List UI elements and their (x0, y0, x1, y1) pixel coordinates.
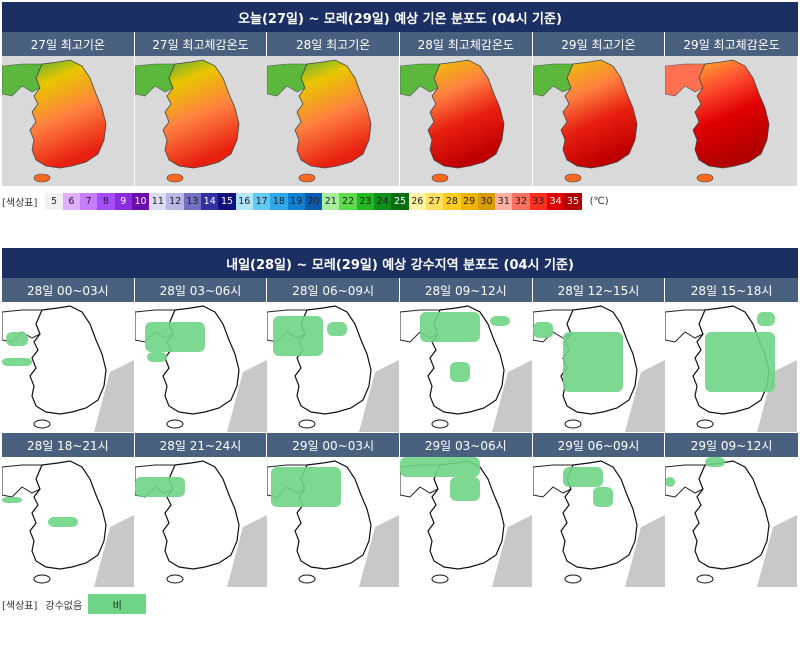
legend-swatch: 20 (304, 193, 323, 210)
temp-panel: 27일 최고체감온도 (134, 32, 268, 186)
legend-swatch: 16 (235, 193, 253, 210)
legend-swatch: 10 (131, 193, 150, 210)
rain-panel: 28일 18~21시 (2, 433, 135, 587)
legend-swatch: 13 (183, 193, 202, 210)
temp-panel: 29일 최고체감온도 (665, 32, 798, 186)
rain-map (665, 457, 798, 587)
legend-swatch: 29 (460, 193, 478, 210)
rain-swatch: 비 (88, 594, 147, 614)
legend-swatch: 8 (97, 193, 115, 210)
rain-map (532, 457, 665, 587)
temp-map (267, 56, 400, 186)
panel-label: 29일 최고체감온도 (665, 32, 798, 56)
temp-map (134, 56, 267, 186)
temp-map (399, 56, 532, 186)
legend-swatch: 21 (322, 193, 340, 210)
rain-map (399, 457, 532, 587)
legend-swatch: 34 (547, 193, 565, 210)
rain-panel: 29일 03~06시 (399, 433, 533, 587)
rain-map (2, 302, 134, 432)
legend-swatch: 7 (80, 193, 98, 210)
rain-panel: 29일 06~09시 (532, 433, 666, 587)
rain-map (267, 302, 400, 432)
legend-swatch: 23 (356, 193, 375, 210)
legend-swatch: 26 (408, 193, 426, 210)
temp-legend-label: [색상표] (2, 198, 38, 209)
rain-panels-row-1: 28일 00~03시 28일 03~06시 28일 06~09시 28일 09~12시… (2, 278, 798, 432)
legend-swatch: 17 (252, 193, 271, 210)
rain-map (134, 457, 267, 587)
legend-unit: (℃) (589, 196, 609, 207)
rain-map (267, 457, 400, 587)
panel-label: 28일 09~12시 (399, 278, 532, 302)
rain-map (2, 457, 134, 587)
rain-panel: 28일 06~09시 (267, 278, 400, 432)
no-rain-label: 강수없음 (45, 600, 83, 612)
legend-swatch: 12 (166, 193, 184, 210)
panel-label: 28일 15~18시 (665, 278, 798, 302)
rain-panel: 28일 00~03시 (2, 278, 135, 432)
legend-swatch: 19 (287, 193, 305, 210)
legend-swatch: 14 (201, 193, 219, 210)
rain-panel: 28일 03~06시 (134, 278, 268, 432)
rain-panel: 28일 21~24시 (134, 433, 268, 587)
temp-legend: [색상표] 5 6 7 8 9 10 11 12 13 14 15 16 17 18 19 20 21 22 23 2… (2, 193, 609, 210)
temp-map (532, 56, 665, 186)
legend-swatch: 15 (218, 193, 236, 210)
rain-legend: [색상표] 강수없음 비 (2, 594, 147, 614)
panel-label: 29일 06~09시 (532, 433, 665, 457)
legend-swatch: 31 (495, 193, 513, 210)
rain-map (399, 302, 532, 432)
legend-swatch: 28 (443, 193, 461, 210)
legend-swatch: 22 (339, 193, 357, 210)
temp-panel: 28일 최고체감온도 (399, 32, 533, 186)
legend-swatch: 27 (425, 193, 444, 210)
panel-label: 28일 12~15시 (532, 278, 665, 302)
legend-swatch: 32 (512, 193, 530, 210)
legend-swatch: 25 (391, 193, 409, 210)
panel-label: 29일 09~12시 (665, 433, 798, 457)
rain-map (665, 302, 798, 432)
panel-label: 27일 최고체감온도 (134, 32, 267, 56)
legend-swatch: 6 (62, 193, 80, 210)
rain-legend-label: [색상표] (2, 600, 38, 612)
rain-map (134, 302, 267, 432)
rain-panel: 29일 00~03시 (267, 433, 400, 587)
panel-label: 28일 최고체감온도 (399, 32, 532, 56)
rain-panel: 28일 09~12시 (399, 278, 533, 432)
panel-label: 29일 03~06시 (399, 433, 532, 457)
temp-panel: 29일 최고기온 (532, 32, 666, 186)
legend-swatch: 30 (477, 193, 496, 210)
legend-swatch: 9 (114, 193, 132, 210)
legend-swatch: 33 (529, 193, 548, 210)
temp-panel: 28일 최고기온 (267, 32, 400, 186)
legend-swatch: 35 (564, 193, 582, 210)
panel-label: 28일 18~21시 (2, 433, 134, 457)
legend-swatch: 11 (149, 193, 167, 210)
rain-panel: 28일 15~18시 (665, 278, 798, 432)
rain-map (532, 302, 665, 432)
panel-label: 28일 00~03시 (2, 278, 134, 302)
temp-panels: 27일 최고기온 27일 최고체감온도 28일 최고기온 28일 최고체감온도 29일 … (2, 32, 798, 186)
legend-swatch: 24 (374, 193, 392, 210)
panel-label: 27일 최고기온 (2, 32, 134, 56)
temp-map (2, 56, 134, 186)
temp-map (665, 56, 798, 186)
panel-label: 29일 최고기온 (532, 32, 665, 56)
temp-panel: 27일 최고기온 (2, 32, 135, 186)
panel-label: 28일 21~24시 (134, 433, 267, 457)
panel-label: 28일 최고기온 (267, 32, 399, 56)
panel-label: 28일 03~06시 (134, 278, 267, 302)
panel-label: 29일 00~03시 (267, 433, 399, 457)
panel-label: 28일 06~09시 (267, 278, 399, 302)
rain-panel: 29일 09~12시 (665, 433, 798, 587)
temp-section-title: 오늘(27일) ~ 모레(29일) 예상 기온 분포도 (04시 기준) (2, 2, 798, 32)
legend-swatch: 18 (270, 193, 288, 210)
rain-panel: 28일 12~15시 (532, 278, 666, 432)
legend-swatch: 5 (45, 193, 63, 210)
rain-panels-row-2: 28일 18~21시 28일 21~24시 29일 00~03시 29일 03~06시… (2, 433, 798, 587)
rain-section-title: 내일(28일) ~ 모레(29일) 예상 강수지역 분포도 (04시 기준) (2, 248, 798, 278)
